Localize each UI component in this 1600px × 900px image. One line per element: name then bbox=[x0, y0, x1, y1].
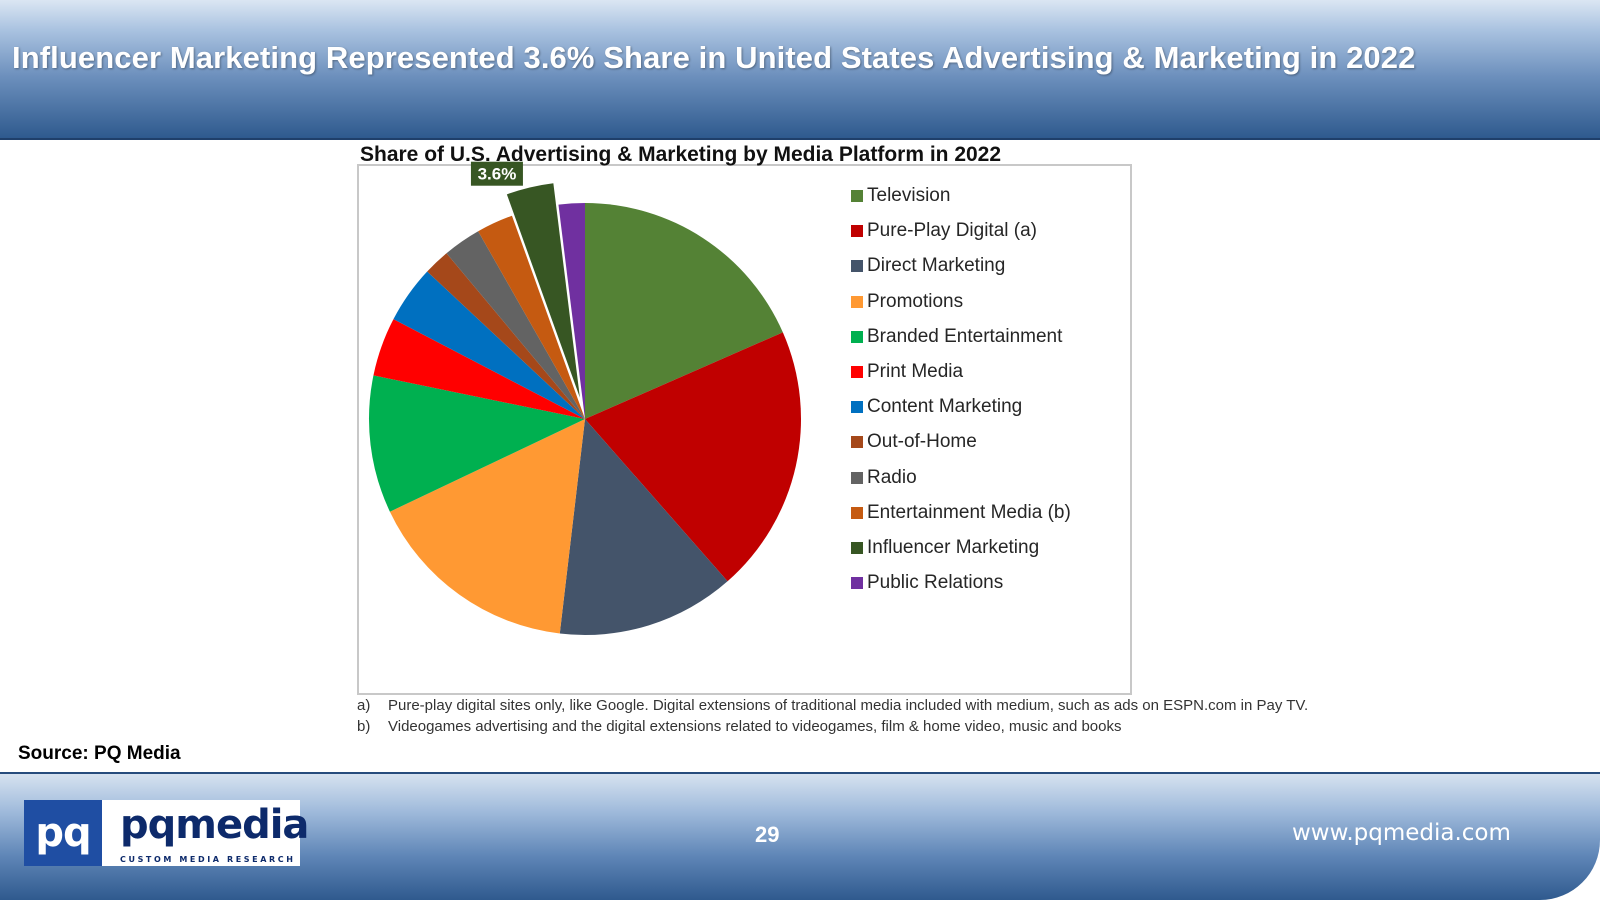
legend-swatch bbox=[851, 260, 863, 273]
legend-label: Radio bbox=[867, 466, 917, 488]
legend-swatch bbox=[851, 577, 863, 590]
footnote-text: Pure-play digital sites only, like Googl… bbox=[388, 697, 1309, 714]
pie-slice-entertainment-media-b bbox=[478, 215, 585, 419]
legend-label: Public Relations bbox=[867, 572, 1004, 594]
data-label: 3.6% bbox=[478, 165, 517, 184]
pie-slice-influencer-marketing bbox=[506, 183, 580, 398]
legend-item: Entertainment Media (b) bbox=[851, 502, 1071, 524]
source-note: Source: PQ Media bbox=[18, 743, 181, 764]
chart-title: Share of U.S. Advertising & Marketing by… bbox=[360, 143, 1002, 166]
legend-swatch bbox=[851, 190, 863, 202]
legend-swatch bbox=[851, 401, 863, 414]
pie-slice-content-marketing bbox=[393, 271, 585, 419]
footnote-letter: b) bbox=[357, 718, 371, 735]
page-number: 29 bbox=[755, 822, 780, 847]
legend-label: Television bbox=[867, 185, 951, 206]
legend-label: Direct Marketing bbox=[867, 255, 1006, 277]
pqmedia-logo: pq pqmedia CUSTOM MEDIA RESEARCH bbox=[24, 800, 309, 866]
legend-swatch bbox=[851, 330, 863, 343]
legend-item: Public Relations bbox=[851, 572, 1003, 594]
legend-label: Influencer Marketing bbox=[867, 537, 1040, 558]
legend-label: Branded Entertainment bbox=[867, 325, 1063, 347]
legend-label: Promotions bbox=[867, 290, 964, 312]
pie-slice-radio bbox=[446, 231, 585, 419]
legend-swatch bbox=[851, 471, 863, 484]
legend-swatch bbox=[851, 225, 863, 238]
logo-wordmark: pqmedia CUSTOM MEDIA RESEARCH bbox=[102, 800, 309, 866]
legend-item: Pure-Play Digital (a) bbox=[851, 220, 1037, 242]
legend-item: Branded Entertainment bbox=[851, 326, 1062, 348]
pie-slice-out-of-home bbox=[427, 253, 585, 419]
legend-item: Direct Marketing bbox=[851, 255, 1005, 277]
pie-slice-direct-marketing bbox=[559, 419, 728, 635]
pie-slice-print-media bbox=[373, 319, 585, 419]
legend-item: Print Media bbox=[851, 361, 963, 383]
data-label-background bbox=[470, 161, 523, 186]
legend-item: Content Marketing bbox=[851, 396, 1022, 418]
legend-label: Print Media bbox=[867, 361, 964, 382]
legend-swatch bbox=[851, 295, 863, 308]
legend-item: Out-of-Home bbox=[851, 431, 977, 453]
legend-item: Radio bbox=[851, 467, 917, 489]
logo-word: pqmedia bbox=[120, 802, 309, 848]
legend-item: Television bbox=[851, 185, 950, 207]
legend-swatch bbox=[851, 506, 863, 519]
pie-slice-public-relations bbox=[558, 203, 585, 419]
footnote-text: Videogames advertising and the digital e… bbox=[388, 718, 1122, 735]
pie-slice-promotions bbox=[389, 419, 585, 634]
pie-slice-pure-play-digital-a bbox=[585, 332, 802, 582]
page-title: Influencer Marketing Represented 3.6% Sh… bbox=[12, 40, 1416, 75]
logo-mark: pq bbox=[24, 800, 102, 866]
pie-slice-branded-entertainment bbox=[369, 375, 585, 512]
legend-label: Content Marketing bbox=[867, 396, 1023, 418]
legend-label: Out-of-Home bbox=[867, 431, 977, 453]
legend-item: Influencer Marketing bbox=[851, 537, 1039, 559]
header-banner: Influencer Marketing Represented 3.6% Sh… bbox=[0, 0, 1600, 140]
legend-label: Pure-Play Digital (a) bbox=[867, 220, 1037, 242]
logo-tagline: CUSTOM MEDIA RESEARCH bbox=[120, 855, 296, 864]
legend-label: Entertainment Media (b) bbox=[867, 501, 1071, 523]
legend-swatch bbox=[851, 366, 863, 378]
legend-swatch bbox=[851, 436, 863, 449]
pie-slice-television bbox=[585, 203, 783, 419]
legend-item: Promotions bbox=[851, 291, 963, 313]
footnote-letter: a) bbox=[357, 697, 371, 714]
legend-swatch bbox=[851, 542, 863, 554]
website-link[interactable]: www.pqmedia.com bbox=[1292, 820, 1511, 846]
